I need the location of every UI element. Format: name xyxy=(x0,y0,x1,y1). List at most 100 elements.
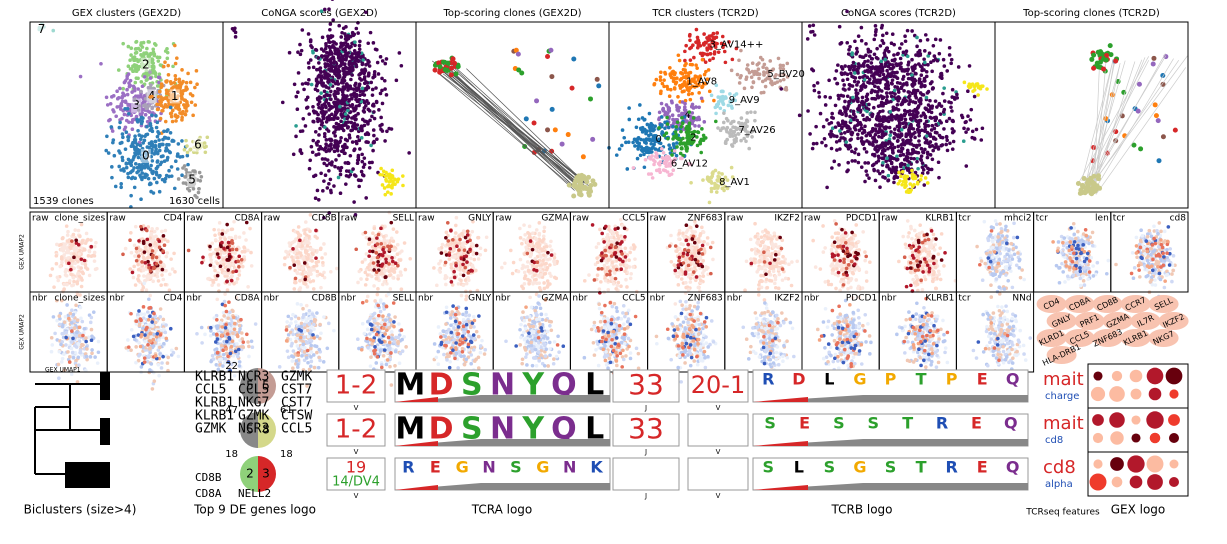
dot xyxy=(864,169,868,173)
dot xyxy=(830,121,834,125)
dot xyxy=(668,66,672,70)
dot xyxy=(724,61,728,65)
dot xyxy=(689,71,693,75)
dot xyxy=(693,124,697,128)
dot xyxy=(73,261,77,265)
dot xyxy=(361,87,365,91)
dot xyxy=(854,147,858,151)
dot xyxy=(355,95,359,99)
dot xyxy=(174,159,178,163)
dot xyxy=(135,118,139,122)
dot xyxy=(943,99,947,103)
dot xyxy=(174,74,178,78)
dot xyxy=(148,294,152,298)
dot xyxy=(138,104,142,108)
dot xyxy=(683,102,687,106)
dot xyxy=(164,103,168,107)
cluster-label: 1_AV8 xyxy=(686,77,717,88)
dot xyxy=(915,145,919,149)
dot xyxy=(667,143,671,147)
dot xyxy=(704,60,708,64)
dot xyxy=(688,110,692,114)
dot xyxy=(926,152,930,156)
dot xyxy=(128,238,132,242)
dot xyxy=(929,60,933,64)
dot xyxy=(141,84,145,88)
dot xyxy=(912,149,916,153)
dot xyxy=(674,136,678,140)
dot xyxy=(717,50,721,54)
dot xyxy=(161,154,165,158)
dot xyxy=(121,42,125,46)
dot xyxy=(532,121,537,126)
dot xyxy=(311,105,315,109)
dot xyxy=(670,76,674,80)
dot xyxy=(81,239,85,243)
dot xyxy=(880,26,884,30)
dot xyxy=(334,143,338,147)
dot xyxy=(931,158,935,162)
dot xyxy=(332,69,336,73)
dot xyxy=(226,268,230,272)
dot xyxy=(714,112,718,116)
dot xyxy=(897,128,901,132)
dot xyxy=(370,115,374,119)
dot xyxy=(362,174,366,178)
dot xyxy=(159,95,163,99)
dot xyxy=(714,120,718,124)
dot xyxy=(135,76,139,80)
dot xyxy=(133,65,137,69)
dot xyxy=(354,127,358,131)
panel-title: CoNGA scores (GEX2D) xyxy=(261,8,377,19)
dot xyxy=(649,126,653,130)
dot xyxy=(121,135,125,139)
dot xyxy=(846,77,850,81)
dot xyxy=(132,166,136,170)
dot xyxy=(876,124,880,128)
dot xyxy=(106,103,110,107)
dot xyxy=(73,246,77,250)
dot xyxy=(162,234,166,238)
dot xyxy=(133,69,137,73)
dot xyxy=(307,61,311,65)
dot xyxy=(151,240,155,244)
dot xyxy=(215,298,219,302)
dot xyxy=(920,147,924,151)
dot xyxy=(665,155,669,159)
dot xyxy=(645,145,649,149)
dot xyxy=(357,84,361,88)
dot xyxy=(126,103,130,107)
dot xyxy=(701,178,705,182)
dot xyxy=(817,91,821,95)
dot xyxy=(338,52,342,56)
dot xyxy=(316,113,320,117)
dot xyxy=(115,89,119,93)
dot xyxy=(187,249,191,253)
dot xyxy=(957,65,961,69)
dot xyxy=(906,72,910,76)
dot xyxy=(908,113,912,117)
dot xyxy=(665,131,669,135)
dot xyxy=(676,95,680,99)
dot xyxy=(340,78,344,82)
dot xyxy=(548,48,553,53)
dot xyxy=(174,114,178,118)
dot xyxy=(1113,59,1118,64)
dot xyxy=(905,49,909,53)
dot xyxy=(910,172,914,176)
dot xyxy=(226,229,230,233)
dot xyxy=(855,50,859,54)
dot xyxy=(945,119,949,123)
dot xyxy=(877,69,881,73)
dot xyxy=(702,120,706,124)
links xyxy=(1079,53,1188,194)
dot xyxy=(163,159,167,163)
dot xyxy=(93,259,97,263)
dot xyxy=(372,41,376,45)
dot xyxy=(145,125,149,129)
dot xyxy=(335,139,339,143)
dot xyxy=(596,83,601,88)
dot xyxy=(66,256,70,260)
dot xyxy=(136,150,140,154)
dot xyxy=(219,264,223,268)
